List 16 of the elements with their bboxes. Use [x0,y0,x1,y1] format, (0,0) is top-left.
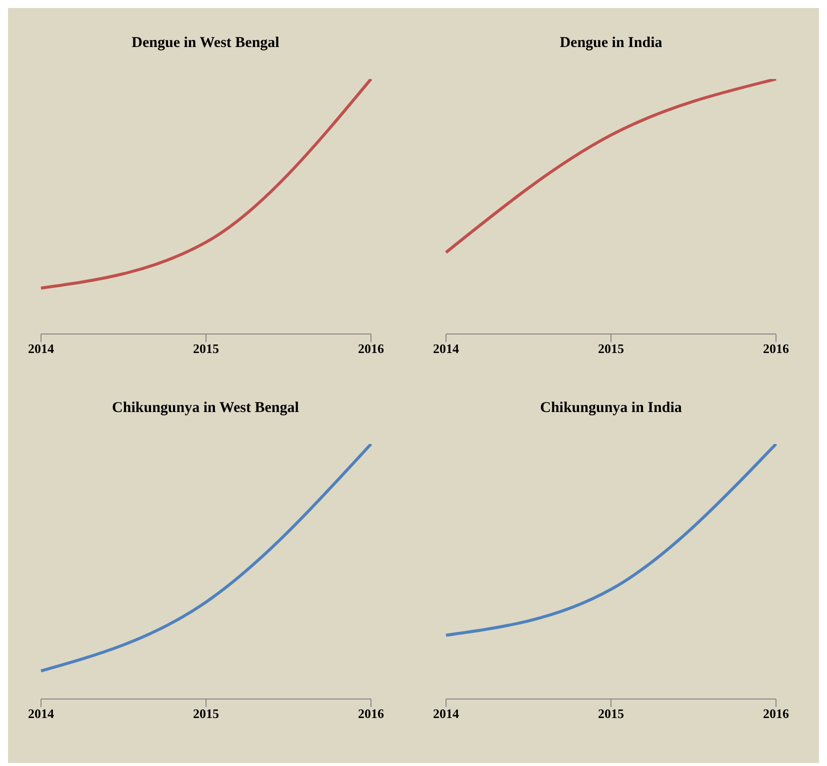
chart-title: Chikungunya in India [540,400,682,418]
x-tick-label: 2014 [433,706,460,722]
x-tick-label: 2016 [358,706,384,722]
x-tick-label: 2015 [192,341,219,356]
x-tick-label: 2014 [28,341,54,356]
chart-title: Chikungunya in West Bengal [112,400,299,418]
x-tick-label: 2016 [763,341,790,356]
x-tick-label: 2015 [192,706,219,722]
chart-title: Dengue in India [560,35,662,53]
x-tick-label: 2016 [358,341,384,356]
x-tick-label: 2015 [598,706,624,722]
x-tick-label: 2014 [433,341,460,356]
x-tick-label: 2016 [763,706,790,722]
chart-title: Dengue in West Bengal [132,35,280,53]
x-tick-label: 2015 [598,341,624,356]
x-tick-label: 2014 [28,706,54,722]
